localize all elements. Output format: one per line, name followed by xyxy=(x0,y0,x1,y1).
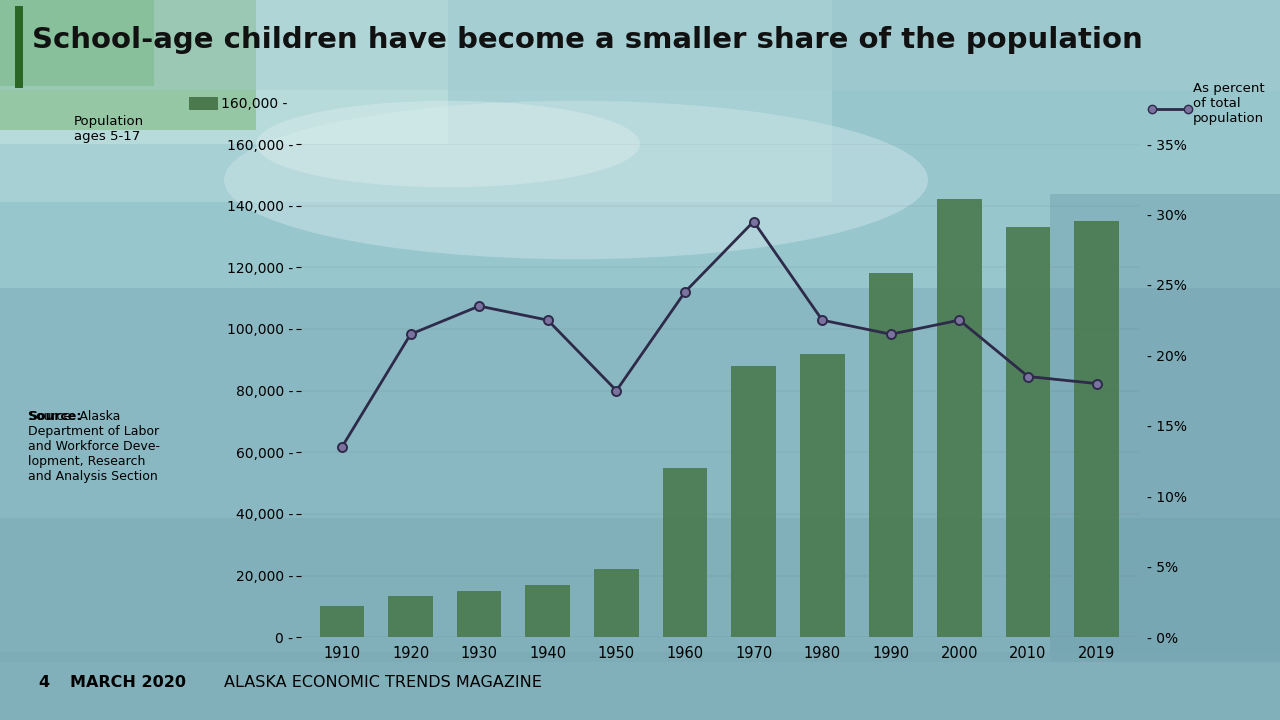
Bar xyxy=(1006,228,1051,637)
Text: 160,000 -: 160,000 - xyxy=(221,96,288,111)
Bar xyxy=(800,354,845,637)
Bar xyxy=(0,652,1280,720)
Text: MARCH 2020: MARCH 2020 xyxy=(70,675,187,690)
Text: Source: Alaska
Department of Labor
and Workforce Deve-
lopment, Research
and Ana: Source: Alaska Department of Labor and W… xyxy=(28,410,160,483)
Bar xyxy=(1050,194,1280,662)
Text: School-age children have become a smaller share of the population: School-age children have become a smalle… xyxy=(32,27,1143,54)
Bar xyxy=(0,0,1280,90)
Bar xyxy=(663,468,708,637)
Bar xyxy=(15,6,23,88)
Bar xyxy=(594,570,639,637)
Bar xyxy=(0,0,256,130)
Text: As percent
of total
population: As percent of total population xyxy=(1193,82,1265,125)
Bar xyxy=(937,199,982,637)
Bar xyxy=(0,518,1280,662)
Ellipse shape xyxy=(224,101,928,259)
Bar xyxy=(320,606,365,637)
Bar xyxy=(0,0,154,86)
Bar xyxy=(731,366,776,637)
Text: Source:: Source: xyxy=(28,410,82,423)
Text: 4: 4 xyxy=(38,675,50,690)
Bar xyxy=(388,595,433,637)
Text: Population
ages 5-17: Population ages 5-17 xyxy=(74,115,145,143)
Bar xyxy=(0,0,832,202)
Bar xyxy=(0,0,1280,288)
Bar xyxy=(0,0,448,144)
Text: ALASKA ECONOMIC TRENDS MAGAZINE: ALASKA ECONOMIC TRENDS MAGAZINE xyxy=(224,675,541,690)
Bar xyxy=(1074,221,1119,637)
Bar xyxy=(457,591,502,637)
Bar xyxy=(526,585,570,637)
Ellipse shape xyxy=(256,101,640,187)
Bar xyxy=(869,274,913,637)
